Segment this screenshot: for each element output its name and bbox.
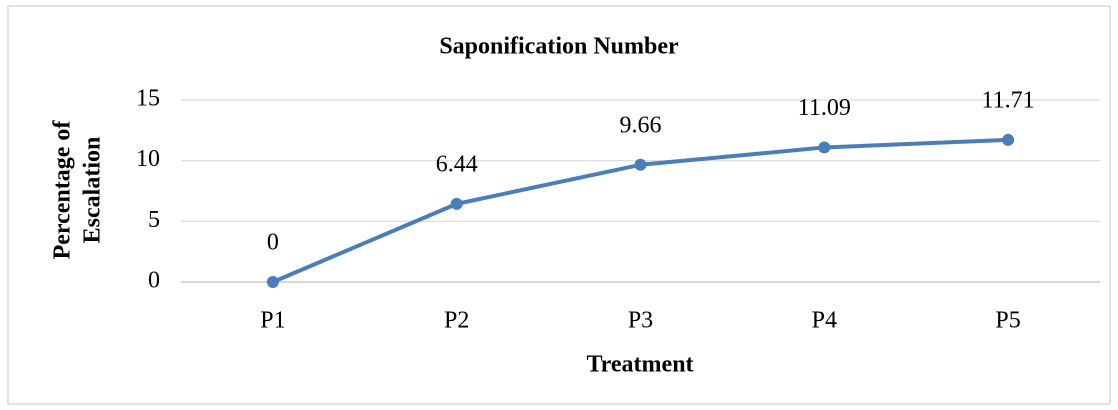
data-label: 6.44	[436, 151, 478, 177]
data-label: 11.71	[982, 87, 1035, 113]
y-tick-label: 5	[148, 207, 160, 233]
point	[818, 141, 831, 154]
x-tick-label: P1	[260, 308, 285, 334]
x-tick-label: P2	[444, 308, 469, 334]
data-label: 9.66	[620, 112, 662, 138]
x-axis-title: Treatment	[586, 352, 693, 378]
point	[1002, 133, 1015, 146]
x-tick-label: P4	[812, 308, 837, 334]
point	[450, 197, 463, 210]
y-tick-label: 15	[136, 86, 160, 112]
y-tick-label: 0	[148, 268, 160, 294]
point	[634, 158, 647, 171]
x-tick-label: P5	[995, 308, 1020, 334]
chart-border	[7, 5, 1111, 405]
chart-title: Saponification Number	[439, 34, 679, 60]
data-label: 0	[267, 230, 279, 256]
y-axis-title: Escalation	[80, 137, 106, 244]
data-label: 11.09	[798, 95, 851, 121]
point	[266, 276, 279, 288]
y-axis-title: Percentage of	[50, 120, 76, 260]
y-tick-label: 10	[136, 146, 160, 172]
x-tick-label: P3	[628, 308, 653, 334]
